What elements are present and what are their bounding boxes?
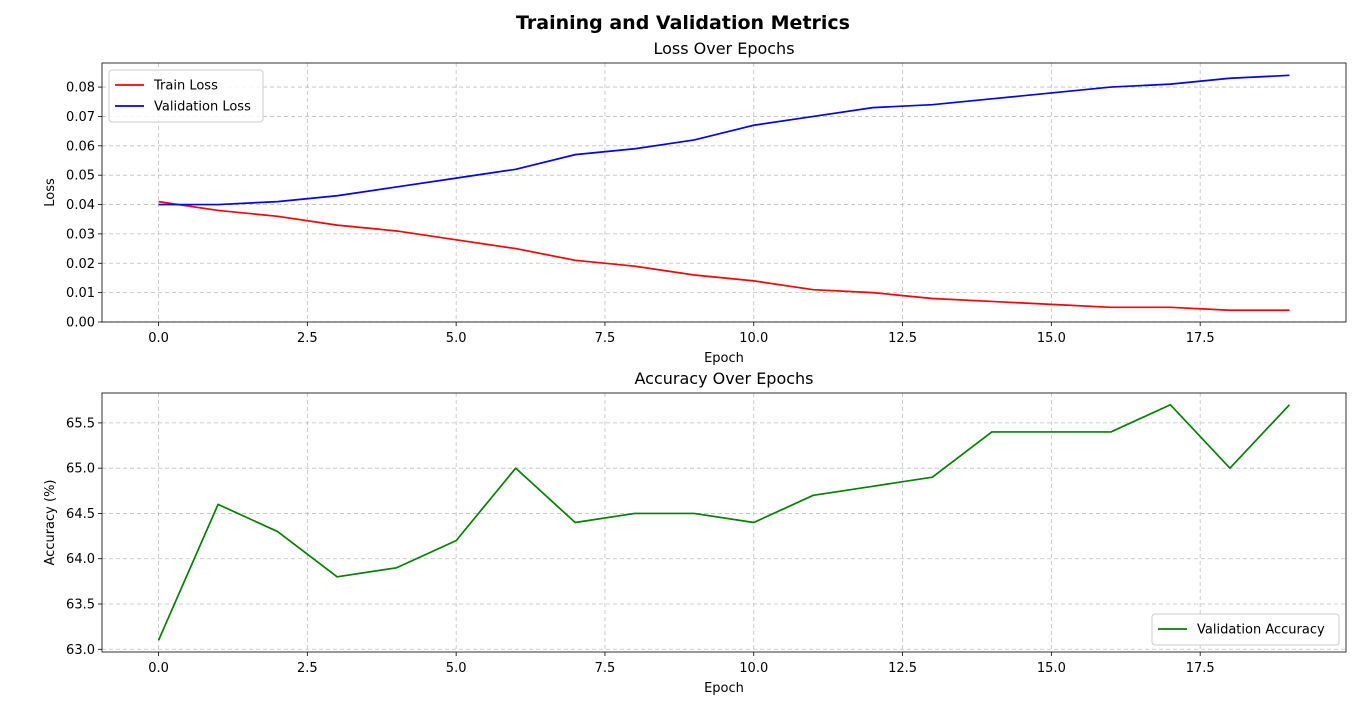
loss-x-axis-label: Epoch xyxy=(704,351,744,366)
accuracy-y-axis-label: Accuracy (%) xyxy=(43,480,58,566)
loss-x-tick-label: 5.0 xyxy=(446,331,467,346)
validation-accuracy-line xyxy=(157,403,1291,641)
loss-legend: Train Loss Validation Loss xyxy=(108,69,264,123)
validation-loss-line xyxy=(158,74,1290,206)
accuracy-legend-box xyxy=(1151,613,1340,646)
accuracy-axes-frame xyxy=(101,392,1347,653)
loss-y-tick-label: 0.05 xyxy=(66,169,95,184)
accuracy-x-tick-label: 15.0 xyxy=(1037,661,1066,676)
accuracy-y-tick-label: 65.0 xyxy=(66,462,95,477)
accuracy-x-tick-label: 0.0 xyxy=(148,661,169,676)
loss-chart-title: Loss Over Epochs xyxy=(653,39,794,58)
loss-y-tick-label: 0.02 xyxy=(66,257,95,272)
loss-y-axis-label: Loss xyxy=(43,178,58,207)
loss-y-tick-label: 0.01 xyxy=(66,286,95,301)
validation-accuracy-legend-label: Validation Accuracy xyxy=(1197,623,1325,638)
loss-y-tick-label: 0.04 xyxy=(66,198,95,213)
loss-y-tick-label: 0.07 xyxy=(66,110,95,125)
accuracy-y-tick-label: 65.5 xyxy=(66,416,95,431)
accuracy-x-axis-label: Epoch xyxy=(704,681,744,696)
loss-x-tick-label: 7.5 xyxy=(595,331,616,346)
accuracy-chart-title: Accuracy Over Epochs xyxy=(634,369,813,388)
accuracy-y-tick-label: 64.0 xyxy=(66,552,95,567)
train-loss-line xyxy=(158,200,1290,312)
accuracy-chart-panel: 0.0 2.5 5.0 7.5 10.0 12.5 15.0 17.5 63.0 63.5 64.0… xyxy=(43,369,1347,696)
accuracy-x-tick-label: 7.5 xyxy=(595,661,616,676)
loss-y-tick-label: 0.00 xyxy=(66,316,95,331)
loss-x-tick-label: 12.5 xyxy=(888,331,917,346)
accuracy-x-tick-label: 12.5 xyxy=(888,661,917,676)
accuracy-x-tick-label: 10.0 xyxy=(739,661,768,676)
loss-x-tick-label: 17.5 xyxy=(1186,331,1215,346)
loss-chart-panel: 0.0 2.5 5.0 7.5 10.0 12.5 15.0 17.5 0.00 0.01 0.02… xyxy=(43,39,1347,366)
loss-x-tick-label: 10.0 xyxy=(739,331,768,346)
accuracy-x-tick-label: 5.0 xyxy=(446,661,467,676)
train-loss-legend-label: Train Loss xyxy=(153,79,218,94)
loss-y-tick-label: 0.03 xyxy=(66,227,95,242)
validation-loss-legend-label: Validation Loss xyxy=(154,100,251,115)
loss-x-tick-label: 0.0 xyxy=(148,331,169,346)
figure-title: Training and Validation Metrics xyxy=(516,12,850,34)
accuracy-legend: Validation Accuracy xyxy=(1151,613,1340,646)
loss-axes-frame xyxy=(101,62,1347,323)
loss-y-tick-label: 0.08 xyxy=(66,81,95,96)
accuracy-y-tick-label: 64.5 xyxy=(66,507,95,522)
loss-x-tick-label: 15.0 xyxy=(1037,331,1066,346)
loss-legend-box xyxy=(108,69,264,123)
accuracy-x-tick-label: 2.5 xyxy=(297,661,318,676)
loss-x-tick-label: 2.5 xyxy=(297,331,318,346)
accuracy-y-tick-label: 63.0 xyxy=(66,643,95,658)
accuracy-x-tick-label: 17.5 xyxy=(1186,661,1215,676)
accuracy-y-tick-label: 63.5 xyxy=(66,598,95,613)
loss-y-tick-label: 0.06 xyxy=(66,139,95,154)
